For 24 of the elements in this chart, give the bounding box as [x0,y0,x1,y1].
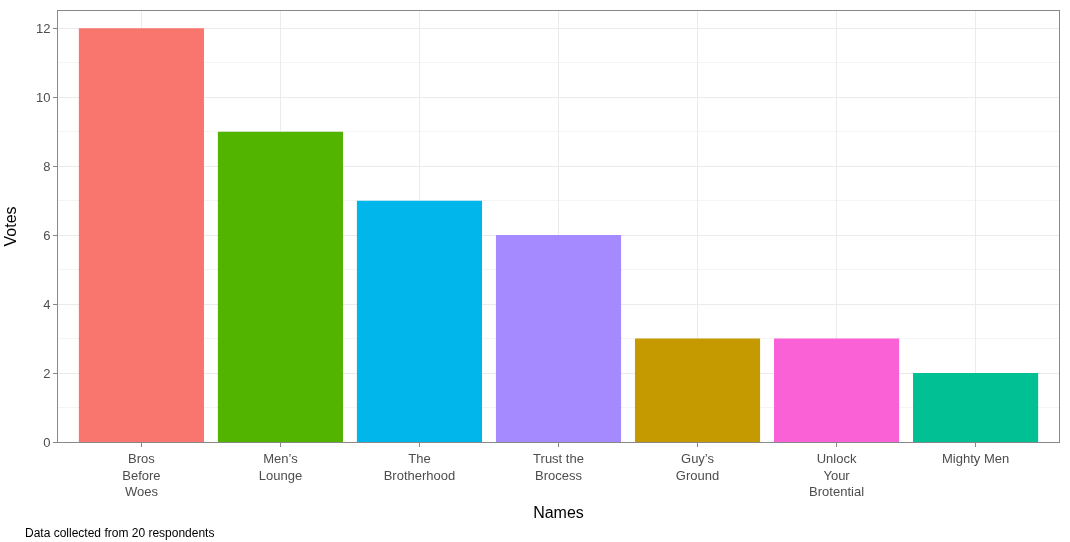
bar [773,338,900,442]
x-tick-label: Unlock Your Brotential [809,450,865,500]
bar [78,28,204,442]
y-tick-label: 6 [43,227,51,243]
y-tick-label: 10 [35,89,51,105]
y-tick-label: 8 [43,158,51,174]
bar [495,235,622,442]
x-axis-title: Names [533,504,584,522]
y-tick-label: 0 [43,434,51,450]
bar [634,338,761,442]
x-tick-label: Trust the Brocess [533,450,584,483]
bar [217,131,344,442]
bar [356,200,483,442]
x-tick-label: The Brotherhood [383,450,456,483]
x-tick-label: Bros Before Woes [122,450,161,500]
text: Data collected from 20 respondents [25,526,215,540]
y-tick-label: 4 [43,296,51,312]
bar [913,373,1039,442]
y-tick-label: 12 [35,20,51,36]
x-tick-label: Mighty Men [941,450,1010,466]
x-tick-label: Men’s Lounge [258,450,303,483]
x-tick-label: Guy’s Ground [675,450,720,483]
y-tick-label: 2 [43,365,51,381]
y-axis-title: Votes [1,206,19,247]
